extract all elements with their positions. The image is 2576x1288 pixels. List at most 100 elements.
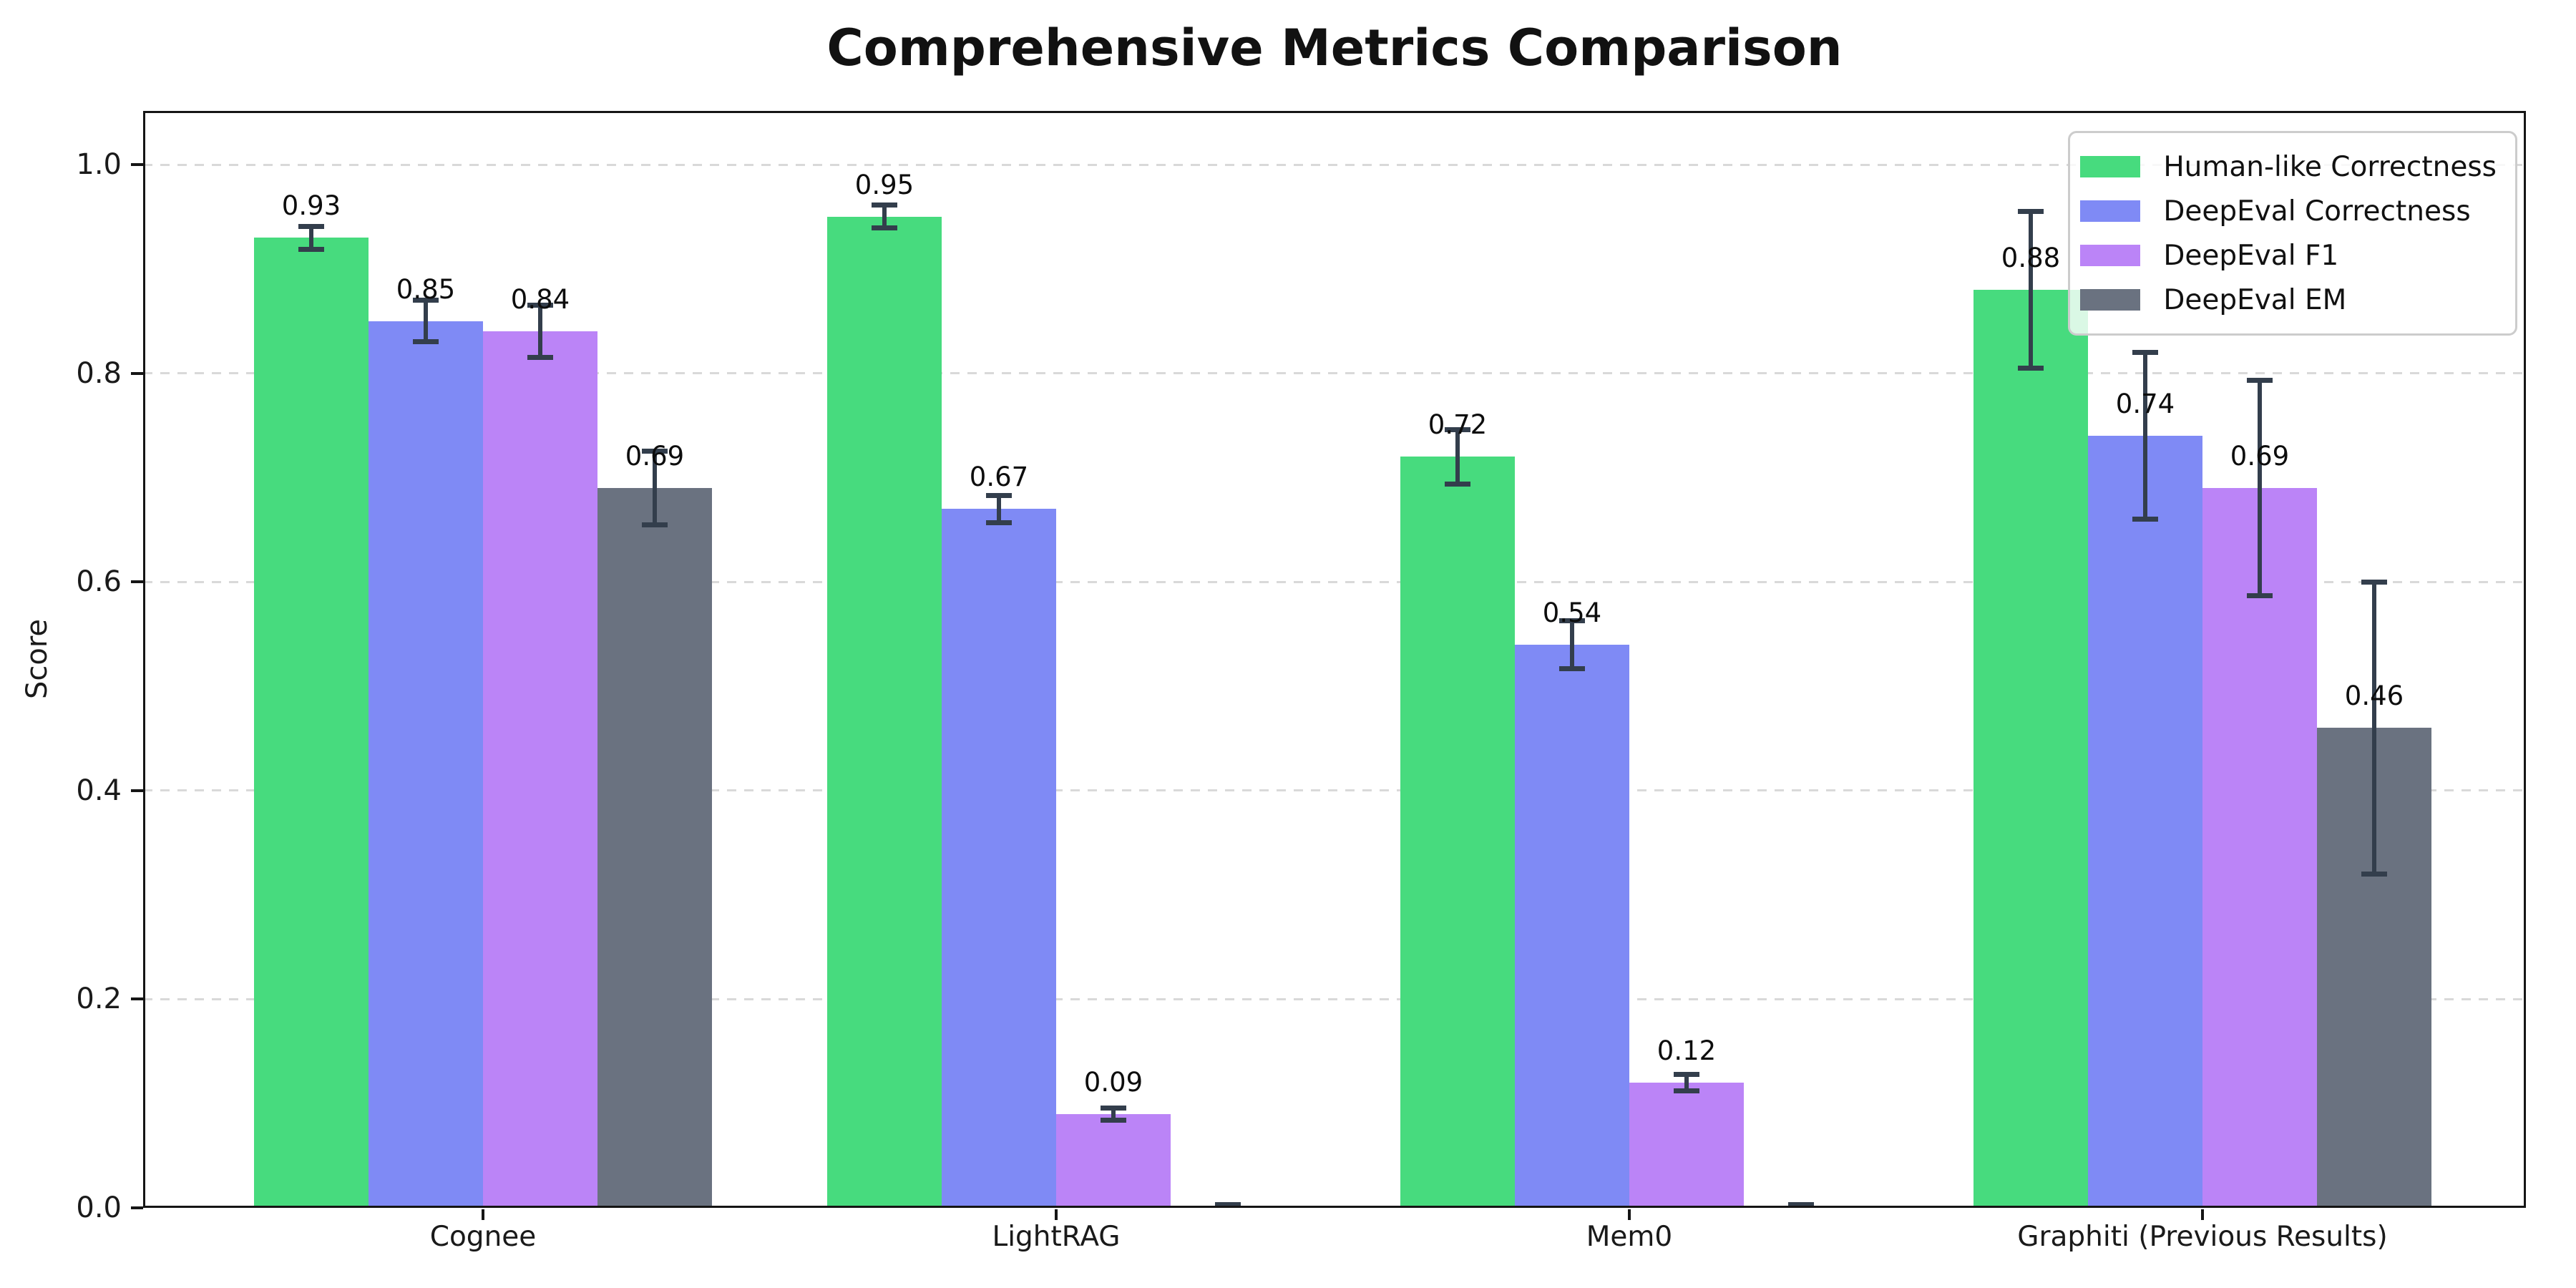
x-tick-label: Graphiti (Previous Results) [2017,1221,2388,1253]
bar [1400,457,1515,1208]
legend: Human-like Correctness DeepEval Correctne… [2068,131,2517,336]
bar [2088,436,2202,1208]
legend-label: DeepEval EM [2163,283,2347,316]
error-bar-cap [872,203,897,208]
bar [1056,1114,1171,1208]
error-bar-cap [527,355,553,361]
error-bar-cap [642,449,668,454]
gridline [143,997,2526,1000]
error-bar-cap [642,522,668,527]
error-bar-cap [1788,1202,1814,1208]
y-tick [131,580,143,584]
bar [254,238,369,1208]
bar [2202,488,2317,1208]
error-bar-cap [1559,665,1585,671]
bar-value-label: 0.84 [510,284,570,316]
bar-value-label: 0.85 [396,273,456,305]
error-bar-cap [1559,618,1585,623]
error-bar-cap [986,492,1012,498]
error-bar-cap [298,223,324,229]
legend-item: DeepEval F1 [2080,233,2497,278]
error-bar-cap [413,298,439,303]
bar [483,331,597,1208]
x-tick [2201,1209,2204,1220]
error-bar-stem [309,226,313,250]
error-bar-stem [424,300,428,342]
x-tick [482,1209,484,1220]
bar [1974,290,2088,1208]
x-tick [1628,1209,1631,1220]
bar [597,488,712,1208]
error-bar-cap [2018,365,2044,371]
gridline [143,163,2526,166]
legend-swatch [2080,156,2141,177]
error-bar-cap [2018,209,2044,215]
error-bar-cap [2247,592,2273,598]
gridline [143,372,2526,375]
bar-value-label: 0.95 [854,169,914,200]
bar [942,509,1056,1208]
error-bar-stem [653,451,657,525]
error-bar-cap [872,225,897,231]
y-tick-label: 0.0 [76,1191,122,1224]
error-bar-cap [1674,1088,1699,1094]
legend-item: Human-like Correctness [2080,145,2497,189]
error-bar-cap [1215,1202,1241,1208]
error-bar-stem [882,205,887,228]
error-bar-stem [1111,1108,1116,1121]
error-bar-cap [2361,871,2387,877]
bar-value-label: 0.67 [969,462,1029,493]
x-tick-label: LightRAG [992,1221,1121,1253]
legend-item: DeepEval Correctness [2080,189,2497,233]
error-bar-cap [2247,378,2273,384]
bar [369,321,483,1208]
error-bar-cap [2361,579,2387,585]
error-bar-cap [298,246,324,252]
error-bar-cap [2132,517,2158,522]
error-bar-stem [2143,352,2147,519]
bar-value-label: 0.93 [281,190,341,222]
error-bar-cap [1674,1071,1699,1077]
gridline [143,789,2526,792]
error-bar-cap [413,339,439,345]
y-tick-label: 0.6 [76,565,122,599]
gridline [143,580,2526,583]
error-bar-cap [527,303,553,308]
bar-value-label: 0.88 [2001,242,2061,273]
y-tick-label: 0.4 [76,774,122,807]
y-tick [131,1206,143,1209]
legend-swatch [2080,200,2141,222]
bar-value-label: 0.69 [2230,440,2290,472]
error-bar-cap [1101,1105,1126,1111]
error-bar-stem [2029,211,2033,369]
error-bar-stem [2372,582,2376,874]
error-bar-stem [2258,380,2262,596]
legend-label: DeepEval Correctness [2163,195,2471,228]
x-tick-label: Cognee [429,1221,537,1253]
bar-value-label: 0.46 [2344,680,2404,712]
y-tick [131,371,143,375]
x-tick-label: Mem0 [1586,1221,1673,1253]
bar-value-label: 0.12 [1657,1035,1717,1067]
x-tick [1055,1209,1058,1220]
bar-value-label: 0.74 [2115,389,2175,420]
legend-label: DeepEval F1 [2163,239,2339,272]
legend-swatch [2080,289,2141,311]
y-tick-label: 0.2 [76,982,122,1016]
error-bar-stem [997,495,1001,523]
legend-label: Human-like Correctness [2163,150,2497,183]
bar [1629,1083,1744,1208]
bar [827,217,942,1208]
error-bar-cap [986,519,1012,525]
error-bar-stem [1570,620,1574,669]
error-bar-cap [1445,481,1470,487]
y-tick [131,789,143,792]
error-bar-cap [2132,349,2158,355]
error-bar-cap [1445,426,1470,432]
bar-value-label: 0.69 [625,440,685,472]
error-bar-stem [1684,1074,1689,1091]
bar-value-label: 0.09 [1083,1066,1143,1098]
y-tick [131,997,143,1001]
error-bar-cap [1101,1118,1126,1123]
